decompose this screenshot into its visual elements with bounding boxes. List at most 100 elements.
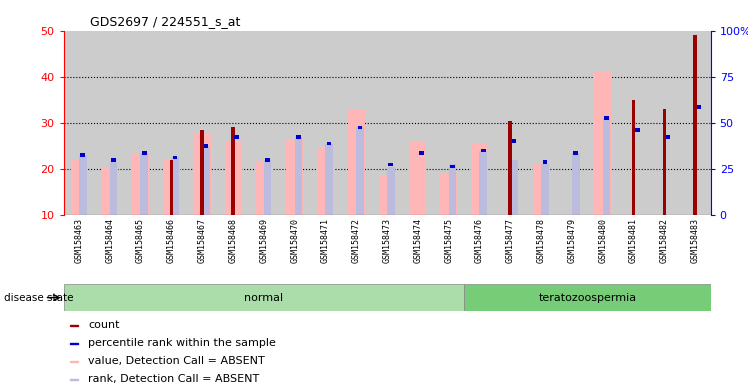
Text: GSM158465: GSM158465 [136, 218, 145, 263]
Bar [649, 31, 680, 215]
Bar [348, 109, 365, 215]
Bar [573, 151, 578, 155]
Bar [402, 31, 433, 215]
Bar [526, 31, 557, 215]
Bar [70, 343, 79, 344]
Bar [187, 31, 218, 215]
Bar [618, 31, 649, 215]
Text: GSM158469: GSM158469 [260, 218, 269, 263]
Text: GSM158466: GSM158466 [167, 218, 176, 263]
Bar [387, 167, 395, 215]
Bar [70, 324, 79, 326]
Text: GSM158463: GSM158463 [75, 218, 84, 263]
Bar [541, 164, 549, 215]
Bar [663, 109, 666, 215]
Bar [200, 130, 204, 215]
Bar [512, 139, 516, 143]
Text: GSM158482: GSM158482 [660, 218, 669, 263]
Bar [70, 160, 88, 215]
Bar [64, 31, 94, 215]
Bar [696, 105, 701, 109]
Bar [64, 284, 464, 311]
Bar [632, 100, 635, 215]
Bar [356, 127, 364, 215]
Text: teratozoospermia: teratozoospermia [539, 293, 637, 303]
Bar [604, 116, 609, 120]
Bar [218, 31, 248, 215]
Text: GSM158483: GSM158483 [690, 218, 699, 263]
Text: GSM158474: GSM158474 [414, 218, 423, 263]
Text: GSM158473: GSM158473 [382, 218, 392, 263]
Bar [479, 151, 487, 215]
Bar [224, 141, 242, 215]
Bar [471, 144, 488, 215]
Bar [296, 135, 301, 139]
Bar [70, 361, 79, 362]
Bar [70, 379, 79, 380]
Bar [341, 31, 372, 215]
Text: rank, Detection Call = ABSENT: rank, Detection Call = ABSENT [88, 374, 260, 384]
Bar [286, 139, 303, 215]
Bar [310, 31, 341, 215]
Bar [388, 162, 393, 166]
Bar [635, 128, 640, 132]
Bar [495, 31, 526, 215]
Bar [255, 162, 272, 215]
Bar [80, 153, 85, 157]
Bar [202, 146, 209, 215]
Bar [409, 141, 426, 215]
Bar [295, 137, 302, 215]
Bar [234, 135, 239, 139]
Bar [279, 31, 310, 215]
Text: GSM158472: GSM158472 [352, 218, 361, 263]
Bar [101, 167, 118, 215]
Bar [317, 148, 334, 215]
Bar [481, 149, 485, 152]
Bar [111, 158, 116, 162]
Bar [203, 144, 208, 148]
Bar [441, 174, 457, 215]
Bar [142, 151, 147, 155]
Text: value, Detection Call = ABSENT: value, Detection Call = ABSENT [88, 356, 265, 366]
Bar [194, 134, 211, 215]
Bar [163, 160, 180, 215]
Bar [248, 31, 279, 215]
Bar [170, 160, 174, 215]
Text: GSM158479: GSM158479 [568, 218, 577, 263]
Text: count: count [88, 320, 120, 330]
Bar [595, 72, 611, 215]
Bar [571, 153, 580, 215]
Bar [79, 155, 87, 215]
Text: normal: normal [245, 293, 283, 303]
Text: GSM158475: GSM158475 [444, 218, 453, 263]
Bar [156, 31, 187, 215]
Bar [141, 153, 148, 215]
Bar [587, 31, 618, 215]
Bar [533, 164, 550, 215]
Text: GDS2697 / 224551_s_at: GDS2697 / 224551_s_at [90, 15, 240, 28]
Text: percentile rank within the sample: percentile rank within the sample [88, 338, 276, 348]
Bar [510, 160, 518, 215]
Bar [327, 142, 331, 146]
Bar [358, 126, 362, 129]
Bar [94, 31, 125, 215]
Text: GSM158478: GSM158478 [536, 218, 545, 263]
Bar [378, 176, 396, 215]
Bar [464, 31, 495, 215]
Bar [449, 164, 456, 215]
Text: GSM158464: GSM158464 [105, 218, 114, 263]
Text: GSM158468: GSM158468 [229, 218, 238, 263]
Bar [231, 127, 235, 215]
Bar [509, 121, 512, 215]
Text: disease state: disease state [4, 293, 73, 303]
Text: GSM158476: GSM158476 [475, 218, 484, 263]
Text: GSM158470: GSM158470 [290, 218, 299, 263]
Bar [464, 284, 711, 311]
Text: GSM158471: GSM158471 [321, 218, 330, 263]
Bar [433, 31, 464, 215]
Bar [372, 31, 402, 215]
Bar [542, 160, 547, 164]
Text: GSM158481: GSM158481 [629, 218, 638, 263]
Bar [264, 160, 272, 215]
Bar [125, 31, 156, 215]
